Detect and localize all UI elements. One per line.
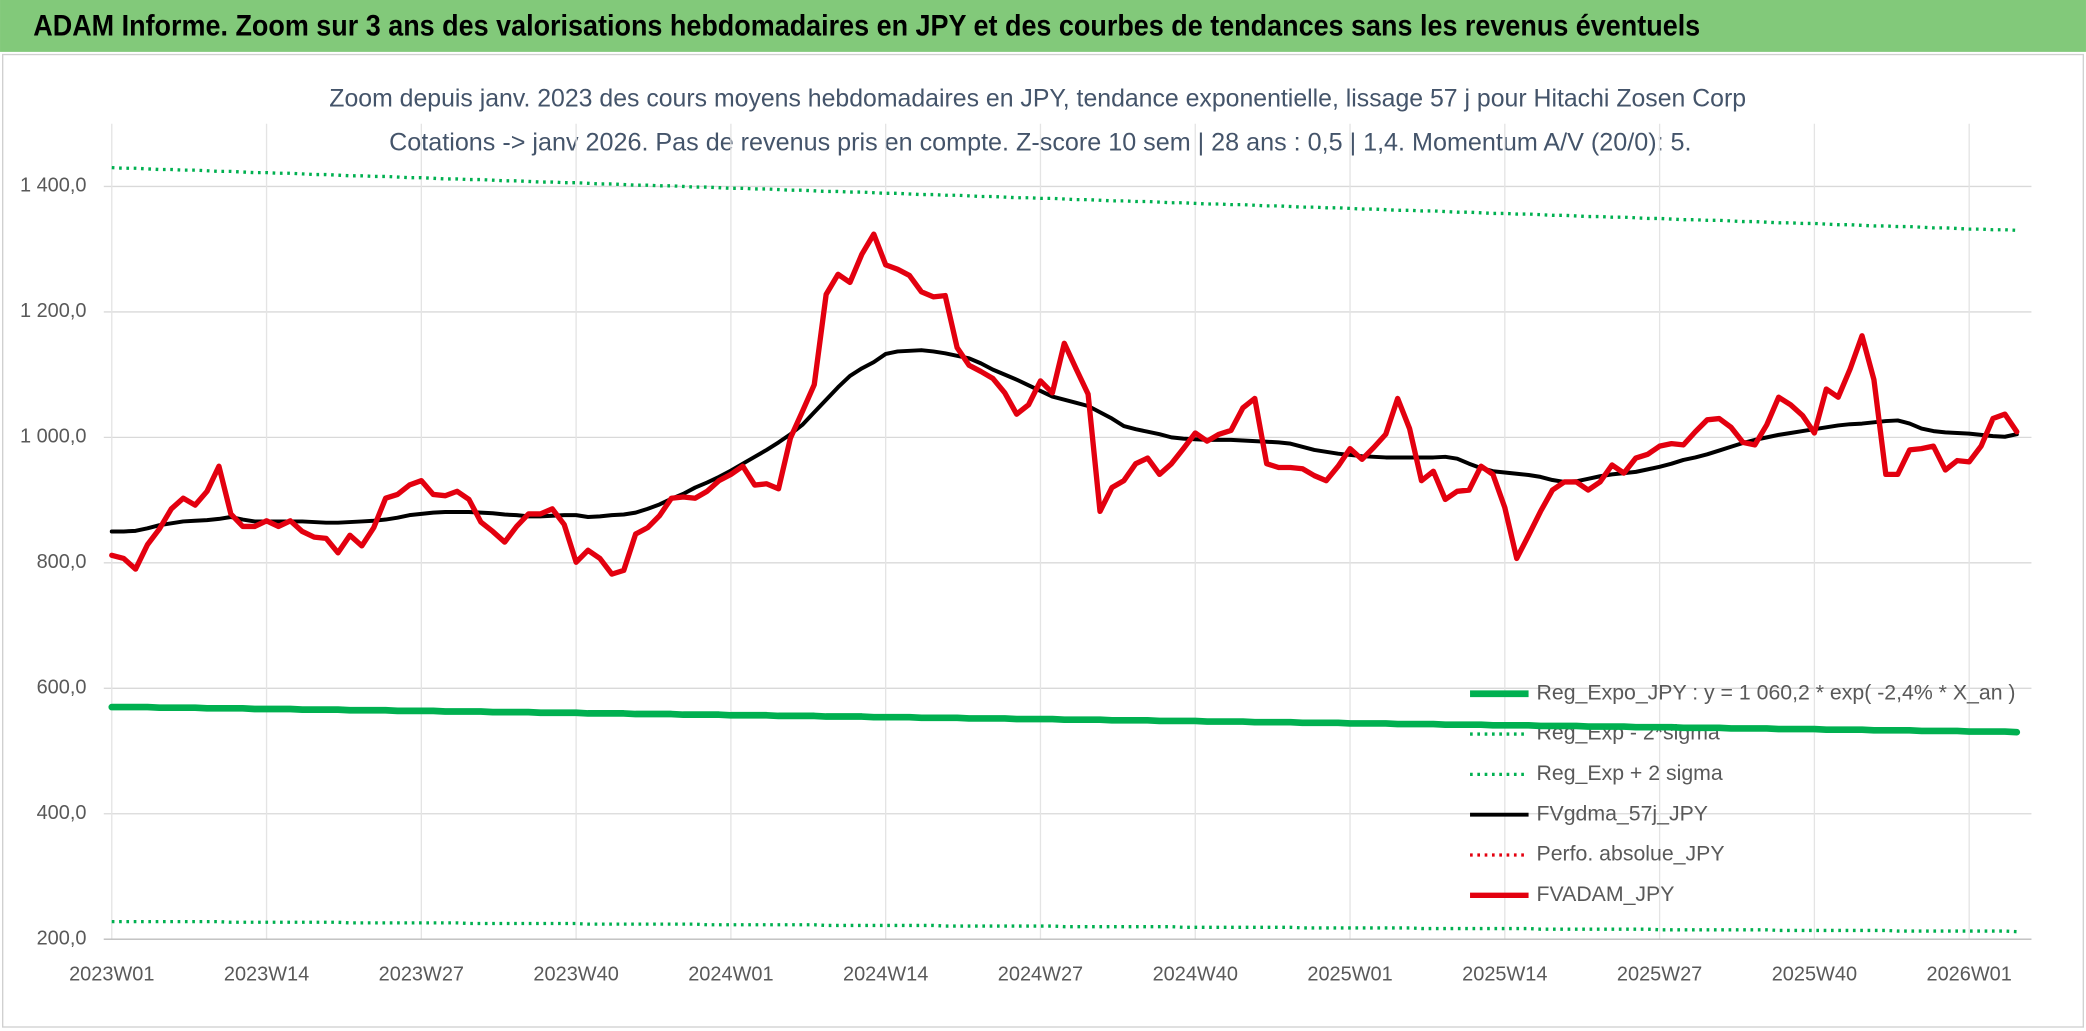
- x-tick-label: 2024W14: [843, 963, 928, 985]
- legend-label: Perfo. absolue_JPY: [1537, 842, 1725, 866]
- x-tick-label: 2023W01: [69, 963, 154, 985]
- chart-border: [2, 53, 2084, 1028]
- series-line: [111, 165, 2017, 233]
- y-tick-label: 1 000,0: [20, 426, 87, 448]
- x-tick-label: 2025W01: [1307, 963, 1392, 985]
- header-bar: [0, 0, 2086, 52]
- header-title: ADAM Informe. Zoom sur 3 ans des valoris…: [33, 11, 1700, 43]
- y-tick-label: 600,0: [37, 677, 87, 699]
- x-tick-label: 2023W27: [379, 963, 464, 985]
- grid: 200,0 400,0 600,0 800,0 1 000,0 1 200,0 1 400,…: [20, 123, 2032, 985]
- x-tick-label: 2023W40: [533, 963, 618, 985]
- y-tick-label: 1 400,0: [20, 175, 87, 197]
- x-tick-label: 2024W40: [1153, 963, 1238, 985]
- legend-label: FVgdma_57j_JPY: [1537, 801, 1708, 825]
- legend-label: Reg_Expo_JPY : y = 1 060,2 * exp( -2,4% …: [1537, 680, 2016, 704]
- x-tick-label: 2026W01: [1926, 963, 2011, 985]
- legend-label: Reg_Exp + 2 sigma: [1537, 761, 1723, 785]
- x-tick-label: 2025W14: [1462, 963, 1547, 985]
- chart-title: Zoom depuis janv. 2023 des cours moyens …: [329, 84, 1746, 112]
- series-line: [111, 919, 2017, 934]
- y-tick-label: 800,0: [37, 551, 87, 573]
- y-tick-label: 400,0: [37, 802, 87, 824]
- x-tick-label: 2024W01: [688, 963, 773, 985]
- y-tick-label: 1 200,0: [20, 300, 87, 322]
- x-tick-label: 2025W27: [1617, 963, 1702, 985]
- y-tick-label: 200,0: [37, 927, 87, 949]
- series-line: [108, 703, 2021, 736]
- x-tick-label: 2024W27: [998, 963, 1083, 985]
- legend-label: FVADAM_JPY: [1537, 882, 1675, 906]
- x-tick-label: 2023W14: [224, 963, 309, 985]
- series-line: [109, 231, 2020, 577]
- x-tick-label: 2025W40: [1772, 963, 1857, 985]
- series-line: [109, 348, 2019, 534]
- plot: [108, 165, 2021, 934]
